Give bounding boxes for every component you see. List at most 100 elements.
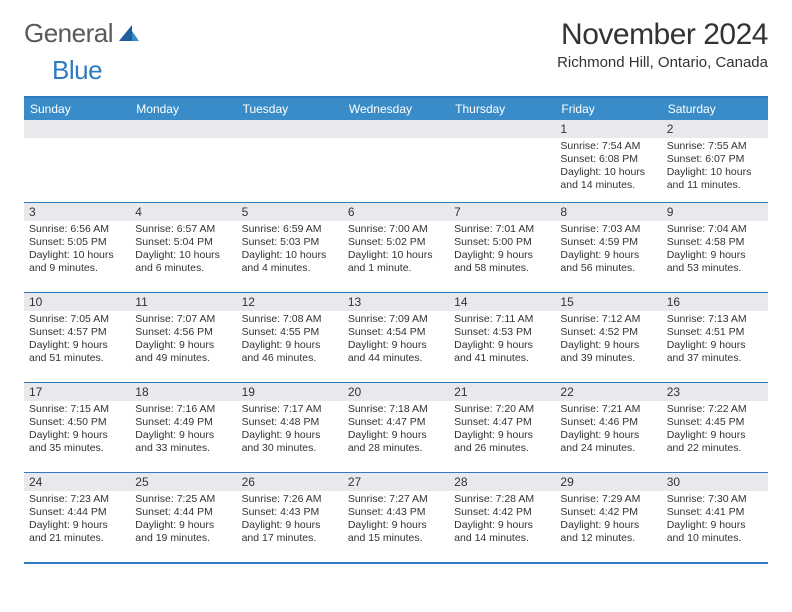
sunrise-text: Sunrise: 6:56 AM	[29, 223, 125, 236]
sunset-text: Sunset: 4:59 PM	[560, 236, 656, 249]
daylight-text: Daylight: 9 hours and 37 minutes.	[667, 339, 763, 365]
day-number	[130, 120, 236, 138]
day-number: 26	[237, 473, 343, 491]
calendar-cell: 21Sunrise: 7:20 AMSunset: 4:47 PMDayligh…	[449, 382, 555, 472]
sunset-text: Sunset: 4:51 PM	[667, 326, 763, 339]
day-number: 6	[343, 203, 449, 221]
sunrise-text: Sunrise: 7:23 AM	[29, 493, 125, 506]
daylight-text: Daylight: 9 hours and 17 minutes.	[242, 519, 338, 545]
weekday-header: Tuesday	[237, 98, 343, 120]
sunrise-text: Sunrise: 7:30 AM	[667, 493, 763, 506]
day-number: 12	[237, 293, 343, 311]
sunset-text: Sunset: 4:49 PM	[135, 416, 231, 429]
day-details: Sunrise: 7:21 AMSunset: 4:46 PMDaylight:…	[555, 401, 661, 458]
day-details: Sunrise: 7:55 AMSunset: 6:07 PMDaylight:…	[662, 138, 768, 195]
daylight-text: Daylight: 9 hours and 14 minutes.	[454, 519, 550, 545]
calendar-week-row: 1Sunrise: 7:54 AMSunset: 6:08 PMDaylight…	[24, 120, 768, 202]
sunset-text: Sunset: 4:42 PM	[454, 506, 550, 519]
daylight-text: Daylight: 10 hours and 4 minutes.	[242, 249, 338, 275]
day-number: 21	[449, 383, 555, 401]
daylight-text: Daylight: 9 hours and 26 minutes.	[454, 429, 550, 455]
calendar-cell-empty	[237, 120, 343, 202]
day-number: 11	[130, 293, 236, 311]
day-details: Sunrise: 7:13 AMSunset: 4:51 PMDaylight:…	[662, 311, 768, 368]
day-number: 24	[24, 473, 130, 491]
day-number: 22	[555, 383, 661, 401]
title-block: November 2024 Richmond Hill, Ontario, Ca…	[557, 18, 768, 71]
calendar-cell: 20Sunrise: 7:18 AMSunset: 4:47 PMDayligh…	[343, 382, 449, 472]
logo-sail-icon	[119, 25, 139, 43]
daylight-text: Daylight: 9 hours and 33 minutes.	[135, 429, 231, 455]
sunset-text: Sunset: 4:56 PM	[135, 326, 231, 339]
calendar-cell: 19Sunrise: 7:17 AMSunset: 4:48 PMDayligh…	[237, 382, 343, 472]
day-details: Sunrise: 7:03 AMSunset: 4:59 PMDaylight:…	[555, 221, 661, 278]
daylight-text: Daylight: 9 hours and 10 minutes.	[667, 519, 763, 545]
calendar-cell: 18Sunrise: 7:16 AMSunset: 4:49 PMDayligh…	[130, 382, 236, 472]
sunrise-text: Sunrise: 7:03 AM	[560, 223, 656, 236]
weekday-header: Sunday	[24, 98, 130, 120]
day-number: 16	[662, 293, 768, 311]
sunset-text: Sunset: 4:52 PM	[560, 326, 656, 339]
sunrise-text: Sunrise: 7:07 AM	[135, 313, 231, 326]
calendar-cell-empty	[343, 120, 449, 202]
calendar-cell: 17Sunrise: 7:15 AMSunset: 4:50 PMDayligh…	[24, 382, 130, 472]
sunrise-text: Sunrise: 7:13 AM	[667, 313, 763, 326]
day-number: 17	[24, 383, 130, 401]
calendar-cell: 27Sunrise: 7:27 AMSunset: 4:43 PMDayligh…	[343, 472, 449, 562]
day-number: 15	[555, 293, 661, 311]
day-details: Sunrise: 7:25 AMSunset: 4:44 PMDaylight:…	[130, 491, 236, 548]
calendar-cell: 8Sunrise: 7:03 AMSunset: 4:59 PMDaylight…	[555, 202, 661, 292]
day-number: 19	[237, 383, 343, 401]
sunrise-text: Sunrise: 7:08 AM	[242, 313, 338, 326]
day-details: Sunrise: 6:57 AMSunset: 5:04 PMDaylight:…	[130, 221, 236, 278]
day-details: Sunrise: 7:28 AMSunset: 4:42 PMDaylight:…	[449, 491, 555, 548]
day-number: 23	[662, 383, 768, 401]
calendar-cell-empty	[24, 120, 130, 202]
day-details: Sunrise: 7:04 AMSunset: 4:58 PMDaylight:…	[662, 221, 768, 278]
day-details: Sunrise: 7:15 AMSunset: 4:50 PMDaylight:…	[24, 401, 130, 458]
daylight-text: Daylight: 9 hours and 22 minutes.	[667, 429, 763, 455]
daylight-text: Daylight: 9 hours and 49 minutes.	[135, 339, 231, 365]
daylight-text: Daylight: 9 hours and 58 minutes.	[454, 249, 550, 275]
calendar-cell: 29 Sunrise: 7:29 AMSunset: 4:42 PMDayligh…	[555, 472, 661, 562]
day-number: 2	[662, 120, 768, 138]
day-details: Sunrise: 7:18 AMSunset: 4:47 PMDaylight:…	[343, 401, 449, 458]
day-number	[449, 120, 555, 138]
daylight-text: Daylight: 9 hours and 28 minutes.	[348, 429, 444, 455]
calendar-cell: 22Sunrise: 7:21 AMSunset: 4:46 PMDayligh…	[555, 382, 661, 472]
day-number: 29	[555, 473, 661, 491]
day-details: Sunrise: 7:27 AMSunset: 4:43 PMDaylight:…	[343, 491, 449, 548]
daylight-text: Daylight: 10 hours and 14 minutes.	[560, 166, 656, 192]
day-number: 1	[555, 120, 661, 138]
sunrise-text: Sunrise: 7:25 AM	[135, 493, 231, 506]
sunset-text: Sunset: 5:03 PM	[242, 236, 338, 249]
daylight-text: Daylight: 10 hours and 1 minute.	[348, 249, 444, 275]
daylight-text: Daylight: 9 hours and 15 minutes.	[348, 519, 444, 545]
sunset-text: Sunset: 4:58 PM	[667, 236, 763, 249]
sunrise-text: Sunrise: 7:29 AM	[560, 493, 656, 506]
daylight-text: Daylight: 9 hours and 12 minutes.	[560, 519, 656, 545]
calendar-cell: 10Sunrise: 7:05 AMSunset: 4:57 PMDayligh…	[24, 292, 130, 382]
calendar-week-row: 17Sunrise: 7:15 AMSunset: 4:50 PMDayligh…	[24, 382, 768, 472]
day-details: Sunrise: 6:56 AMSunset: 5:05 PMDaylight:…	[24, 221, 130, 278]
sunset-text: Sunset: 4:47 PM	[454, 416, 550, 429]
sunrise-text: Sunrise: 7:15 AM	[29, 403, 125, 416]
day-number: 30	[662, 473, 768, 491]
daylight-text: Daylight: 9 hours and 44 minutes.	[348, 339, 444, 365]
sunrise-text: Sunrise: 7:18 AM	[348, 403, 444, 416]
sunrise-text: Sunrise: 7:55 AM	[667, 140, 763, 153]
sunset-text: Sunset: 4:42 PM	[560, 506, 656, 519]
day-details: Sunrise: 7:22 AMSunset: 4:45 PMDaylight:…	[662, 401, 768, 458]
sunrise-text: Sunrise: 7:04 AM	[667, 223, 763, 236]
day-details: Sunrise: 7:07 AMSunset: 4:56 PMDaylight:…	[130, 311, 236, 368]
weekday-header: Thursday	[449, 98, 555, 120]
weekday-header: Saturday	[662, 98, 768, 120]
calendar-cell: 15Sunrise: 7:12 AMSunset: 4:52 PMDayligh…	[555, 292, 661, 382]
day-details: Sunrise: 7:54 AMSunset: 6:08 PMDaylight:…	[555, 138, 661, 195]
day-number: 9	[662, 203, 768, 221]
calendar-week-row: 24Sunrise: 7:23 AMSunset: 4:44 PMDayligh…	[24, 472, 768, 562]
sunset-text: Sunset: 4:50 PM	[29, 416, 125, 429]
sunset-text: Sunset: 5:04 PM	[135, 236, 231, 249]
day-number	[24, 120, 130, 138]
daylight-text: Daylight: 9 hours and 41 minutes.	[454, 339, 550, 365]
